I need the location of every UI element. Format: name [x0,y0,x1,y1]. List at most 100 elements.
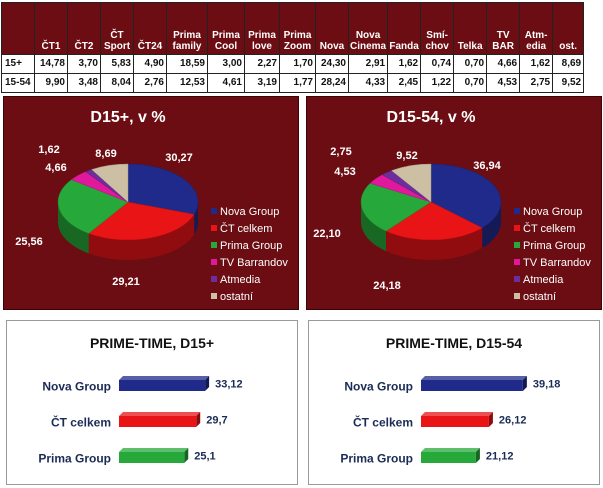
pie-chart-d15: D15+, v % 30,27 29,21 25,56 4,66 1,62 8,69 Nova… [15,109,288,303]
bar-value-label: 33,12 [215,379,243,391]
table-cell: 4,33 [347,73,389,93]
bar [421,452,476,463]
legend-label: ostatní [523,291,556,303]
table-cell: 1,22 [420,73,455,93]
pie-slice [88,201,195,241]
pie-value-label: 9,52 [396,150,417,162]
bar-end-face [488,412,493,427]
pie-slice [127,163,199,215]
table-header-cell: Prima Zoom [279,2,316,55]
pie-chart-d15-54: D15-54, v % 36,94 24,18 22,10 4,53 2,75 9,52 No… [313,109,591,303]
bar-category-label: Prima Group [38,452,111,466]
pie-slice-side [482,202,501,248]
pie-value-label: 1,62 [38,144,59,156]
table-header-cell: ČT2 [67,2,101,55]
pie-value-label: 36,94 [473,160,501,172]
table-row: 15+ 14,78 3,70 5,83 4,90 18,59 3,00 2,27 1,70 24,… [1,54,585,74]
bar-top-face [421,412,493,416]
pie-slice-side [361,202,387,252]
legend-label: ČT celkem [220,222,272,235]
legend-label: ČT celkem [523,222,575,235]
pie-value-label: 24,18 [373,280,401,292]
table-cell: 0,70 [453,73,488,93]
bar-chart-prime-d15: PRIME-TIME, D15+ Nova Group 33,12 ČT celkem… [38,335,243,466]
table-cell: 2,45 [387,73,422,93]
pie-value-label: 4,53 [334,166,355,178]
bar-value-label: 39,18 [533,379,561,391]
table-cell: 2,91 [347,54,389,74]
table-cell: 3,19 [244,73,280,93]
table-header-row: ČT1 ČT2 ČT Sport ČT24 Prima family Prima Cool Pri… [1,2,585,55]
bar-value-label: 26,12 [499,415,527,427]
pie-slice [91,163,129,203]
bar-title: PRIME-TIME, D15-54 [386,335,522,351]
bar-end-face [196,412,201,427]
table-cell: 3,70 [67,54,101,74]
table-header-cell: Prima love [244,2,280,55]
bar-top-face [119,412,201,416]
legend-label: Nova Group [220,206,279,218]
table-header-cell: ČT24 [133,2,167,55]
share-table: ČT1 ČT2 ČT Sport ČT24 Prima family Prima Cool Pri… [1,2,585,93]
table-cell: 24,30 [315,54,349,74]
table-header-cell: Fanda [387,2,422,55]
legend-swatch [514,208,520,214]
legend-label: Prima Group [523,240,585,252]
bar-value-label: 25,1 [194,451,215,463]
bar-chart-prime-d15-54: PRIME-TIME, D15-54 Nova Group 39,18 ČT celk… [340,335,561,466]
table-cell: 9,90 [34,73,68,93]
pie-title: D15-54, v % [387,109,476,126]
legend-label: ostatní [220,291,253,303]
table-cell: 28,24 [315,73,349,93]
legend-swatch [211,259,217,265]
bar-category-label: ČT celkem [51,415,111,430]
pie-slice [430,163,502,229]
pie-value-label: 29,21 [112,276,140,288]
table-header-cell: Prima family [166,2,208,55]
legend-swatch [211,293,217,299]
bar-end-face [522,376,527,391]
bar [421,380,523,391]
pie-slice [360,182,432,232]
bar-top-face [119,448,189,452]
table-cell: 4,53 [486,73,521,93]
legend-swatch [514,259,520,265]
table-row-label: 15-54 [1,73,35,93]
table-cell: 8,04 [100,73,134,93]
bar-end-face [184,448,189,463]
bar-top-face [421,448,480,452]
legend-swatch [514,242,520,248]
table-header-cell: ost. [552,2,585,55]
bar [119,452,185,463]
table-cell: 5,83 [100,54,134,74]
table-header-cell: Nova [315,2,349,55]
table-row: 15-54 9,90 3,48 8,04 2,76 12,53 4,61 3,19 1,77 28… [1,73,585,93]
table-cell: 4,61 [207,73,245,93]
table-header-cell: Nova Cinema [347,2,389,55]
bar-top-face [119,376,210,380]
table-cell: 8,69 [552,54,585,74]
table-cell: 14,78 [34,54,68,74]
table-cell: 1,62 [387,54,422,74]
pie-value-label: 2,75 [330,146,351,158]
table-header-cell: Atm-edia [519,2,554,55]
pie-panel-d15-54: D15-54, v % 36,94 24,18 22,10 4,53 2,75 9,52 No… [306,96,602,310]
table-header-cell: ČT1 [34,2,68,55]
legend-swatch [211,276,217,282]
bar-panel-prime-d15-54: PRIME-TIME, D15-54 Nova Group 39,18 ČT celk… [308,320,600,485]
table-cell: 2,27 [244,54,280,74]
bar-value-label: 29,7 [206,415,227,427]
table-cell: 0,70 [453,54,488,74]
legend-swatch [514,225,520,231]
bar-title: PRIME-TIME, D15+ [90,335,214,351]
bar-panel-prime-d15: PRIME-TIME, D15+ Nova Group 33,12 ČT celkem… [6,320,298,485]
pie-panel-d15: D15+, v % 30,27 29,21 25,56 4,66 1,62 8,69 Nova… [3,96,299,310]
table-corner-cell [1,2,35,55]
pie-slice [57,179,129,234]
legend-label: TV Barrandov [220,257,288,269]
table-cell: 3,00 [207,54,245,74]
legend-label: Atmedia [220,274,261,286]
legend-label: TV Barrandov [523,257,591,269]
table-cell: 1,62 [519,54,554,74]
table-cell: 3,48 [67,73,101,93]
